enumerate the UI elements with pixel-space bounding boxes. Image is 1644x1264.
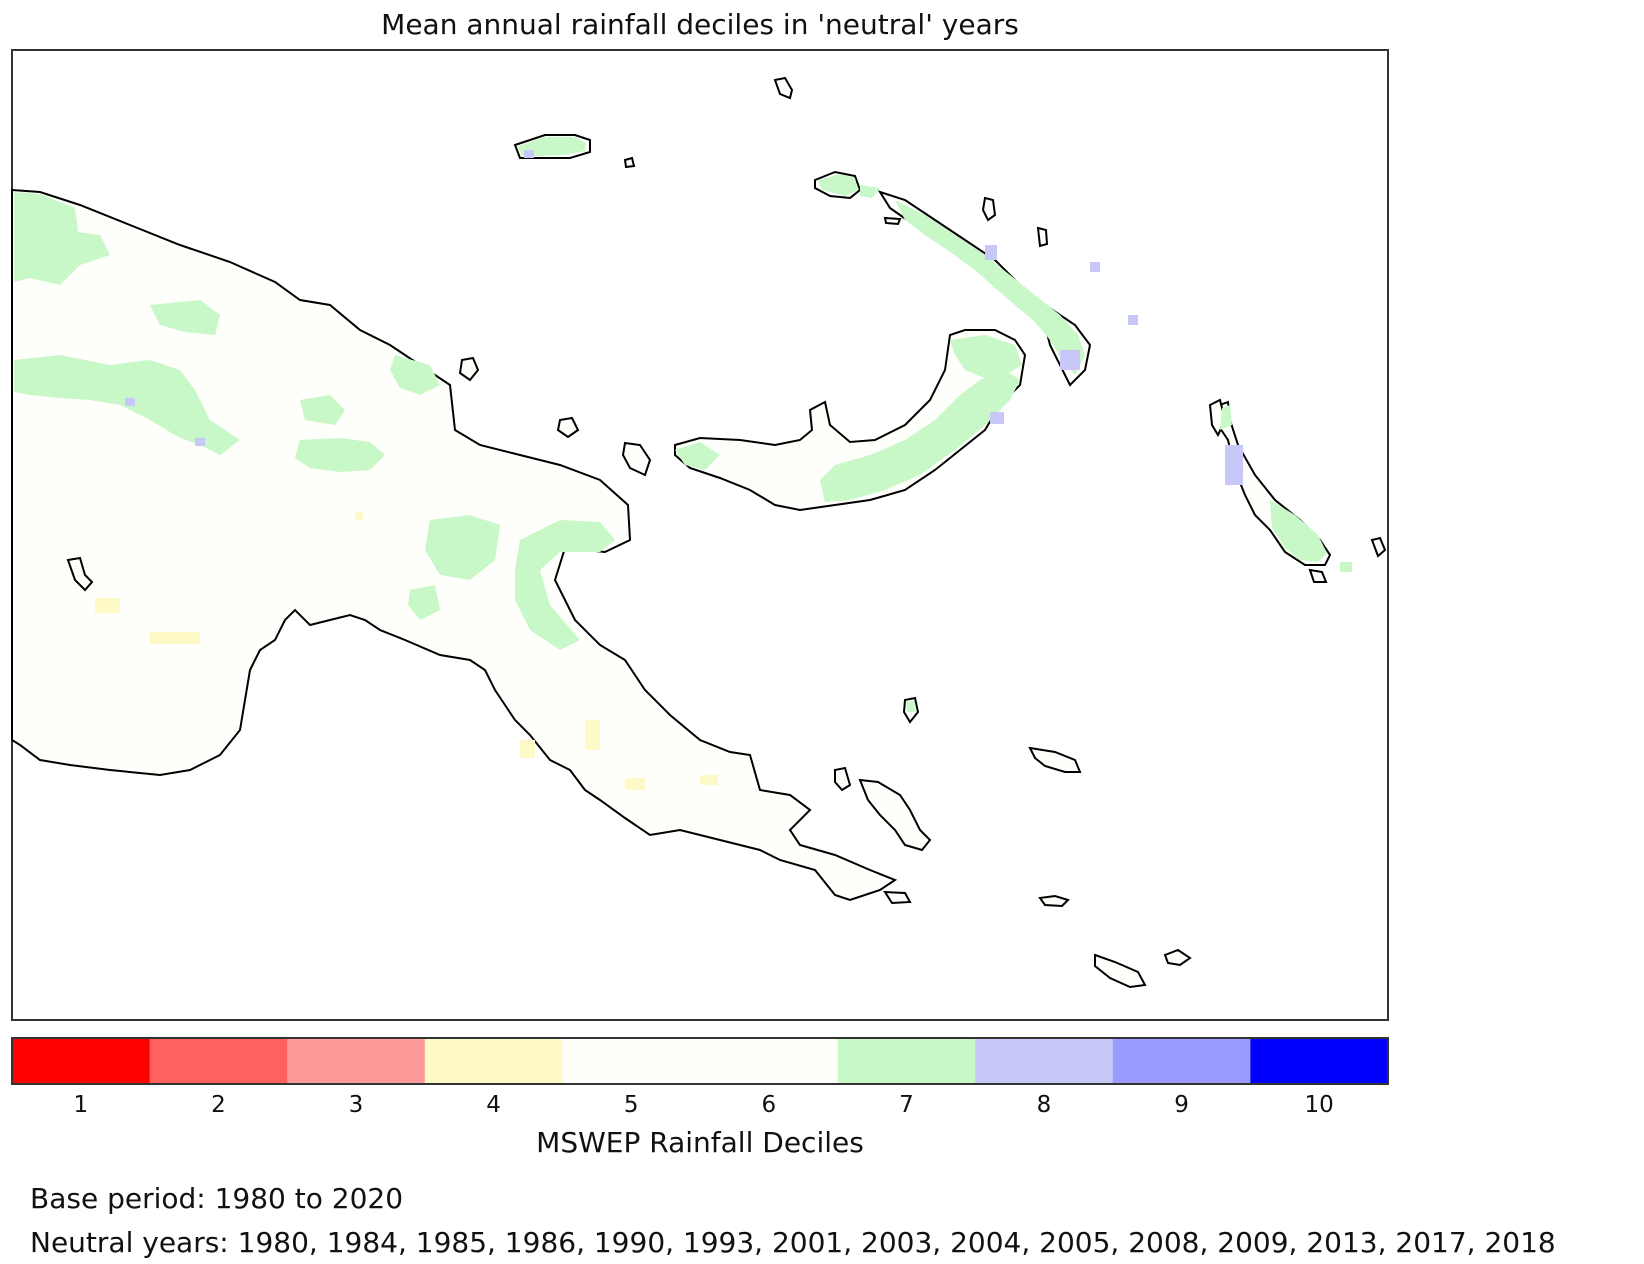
colorbar-class-9	[1112, 1038, 1251, 1084]
colorbar-class-7	[837, 1038, 976, 1084]
colorbar-tick-label: 8	[1036, 1092, 1052, 1118]
colorbar-title: MSWEP Rainfall Deciles	[536, 1126, 864, 1159]
land-new-britain	[674, 329, 1027, 512]
colorbar-tick-label: 7	[899, 1092, 914, 1118]
decile-4-patches	[95, 512, 718, 790]
colorbar-tick-label: 3	[348, 1092, 364, 1118]
colorbar-tick-label: 5	[623, 1092, 639, 1118]
colorbar-class-10	[1250, 1038, 1389, 1084]
colorbar-class-8	[975, 1038, 1114, 1084]
colorbar-class-1	[12, 1038, 151, 1084]
map-title: Mean annual rainfall deciles in 'neutral…	[381, 8, 1019, 41]
colorbar-tick-label: 1	[73, 1092, 89, 1118]
colorbar-tick-label: 9	[1174, 1092, 1189, 1118]
colorbar	[11, 1037, 1389, 1085]
neutral-years-note: Neutral years: 1980, 1984, 1985, 1986, 1…	[30, 1226, 1556, 1259]
colorbar-tick-label: 6	[761, 1092, 777, 1118]
colorbar-class-6	[700, 1038, 839, 1084]
colorbar-class-3	[287, 1038, 426, 1084]
colorbar-tick-label: 10	[1304, 1092, 1334, 1118]
colorbar-class-4	[424, 1038, 563, 1084]
decile-8-patches	[125, 150, 1243, 485]
colorbar-frame	[11, 1037, 1389, 1085]
colorbar-tick-label: 4	[486, 1092, 501, 1118]
colorbar-class-5	[562, 1038, 701, 1084]
colorbar-tick-label: 2	[211, 1092, 226, 1118]
colorbar-class-2	[149, 1038, 288, 1084]
base-period-note: Base period: 1980 to 2020	[30, 1182, 404, 1215]
